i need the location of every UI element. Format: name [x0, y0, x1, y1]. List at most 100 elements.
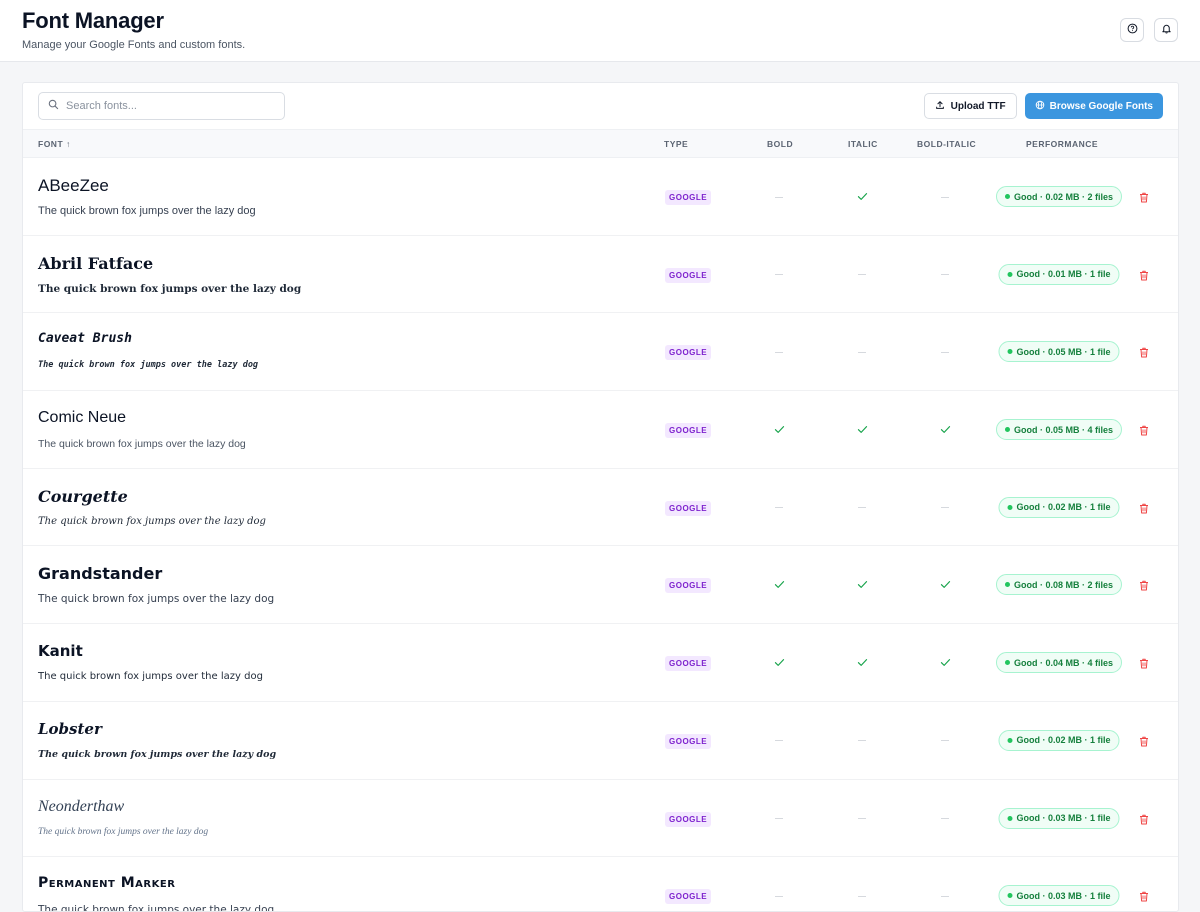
italic-status [854, 422, 870, 438]
bold-status [771, 500, 787, 516]
performance-badge: Good · 0.05 MB · 4 files [995, 419, 1123, 441]
header-actions [1120, 18, 1178, 42]
performance-badge: Good · 0.01 MB · 1 file [998, 263, 1120, 285]
toolbar-actions: Upload TTF Browse Google Fonts [923, 93, 1163, 119]
fonts-toolbar: Upload TTF Browse Google Fonts [23, 83, 1178, 129]
font-list: ABeeZee The quick brown fox jumps over th… [23, 158, 1178, 911]
delete-font-button[interactable] [1139, 889, 1149, 907]
bold-status [771, 577, 787, 593]
table-header: FONT ↑ TYPE BOLD ITALIC BOLD-ITALIC PERF… [23, 129, 1178, 158]
table-row[interactable]: Lobster The quick brown fox jumps over th… [23, 702, 1178, 780]
unavailable-dash [775, 507, 783, 509]
trash-icon [1139, 268, 1149, 285]
trash-icon [1139, 190, 1149, 207]
type-badge: GOOGLE [665, 267, 712, 283]
bold-italic-status [937, 267, 953, 283]
italic-status [854, 888, 870, 904]
unavailable-dash [775, 818, 783, 819]
performance-badge: Good · 0.02 MB · 2 files [995, 186, 1123, 207]
delete-font-button[interactable] [1139, 656, 1149, 674]
font-sample: The quick brown fox jumps over the lazy … [38, 282, 302, 295]
delete-font-button[interactable] [1139, 734, 1149, 752]
delete-font-button[interactable] [1139, 812, 1149, 830]
check-icon [940, 654, 951, 672]
table-row[interactable]: Courgette The quick brown fox jumps over … [23, 469, 1178, 547]
search-box[interactable] [38, 92, 285, 120]
unavailable-dash [858, 740, 866, 742]
delete-font-button[interactable] [1139, 268, 1149, 286]
status-dot [1007, 504, 1013, 510]
column-header-type: TYPE [664, 139, 689, 149]
search-input[interactable] [66, 100, 266, 112]
column-header-font[interactable]: FONT ↑ [38, 139, 71, 149]
font-name: Caveat Brush [38, 331, 132, 347]
font-name: Permanent Marker [38, 875, 176, 892]
table-row[interactable]: Kanit The quick brown fox jumps over the … [23, 624, 1178, 702]
performance-text: Good · 0.08 MB · 2 files [1013, 579, 1114, 590]
font-sample: The quick brown fox jumps over the lazy … [38, 438, 246, 451]
trash-icon [1139, 889, 1149, 906]
bold-italic-status [937, 577, 953, 593]
unavailable-dash [858, 351, 866, 353]
type-badge: GOOGLE [665, 811, 712, 827]
trash-icon [1139, 345, 1149, 362]
table-row[interactable]: Abril Fatface The quick brown fox jumps o… [23, 236, 1178, 314]
unavailable-dash [775, 274, 783, 276]
fonts-card: Upload TTF Browse Google Fonts FONT ↑ TY… [22, 82, 1179, 912]
type-badge: GOOGLE [665, 500, 712, 516]
unavailable-dash [858, 507, 866, 509]
trash-icon [1139, 812, 1149, 829]
italic-status [854, 189, 870, 205]
upload-ttf-button[interactable]: Upload TTF [923, 93, 1017, 119]
notifications-button[interactable] [1154, 18, 1178, 42]
table-row[interactable]: Neonderthaw The quick brown fox jumps ove… [23, 780, 1178, 858]
font-name: Courgette [38, 486, 128, 506]
table-row[interactable]: Caveat Brush The quick brown fox jumps ov… [23, 313, 1178, 392]
performance-text: Good · 0.04 MB · 4 files [1013, 657, 1114, 668]
bold-italic-status [937, 500, 953, 516]
bell-icon [1161, 21, 1172, 39]
delete-font-button[interactable] [1139, 345, 1149, 363]
delete-font-button[interactable] [1139, 501, 1149, 519]
column-header-bold-italic: BOLD-ITALIC [917, 139, 977, 149]
delete-font-button[interactable] [1139, 578, 1149, 596]
type-badge: GOOGLE [665, 889, 712, 905]
performance-text: Good · 0.05 MB · 4 files [1013, 424, 1114, 435]
bold-status [771, 344, 787, 360]
unavailable-dash [941, 740, 949, 742]
italic-status [854, 811, 870, 827]
status-dot [1004, 194, 1010, 199]
help-button[interactable] [1120, 18, 1144, 42]
unavailable-dash [858, 818, 866, 819]
italic-status [854, 577, 870, 593]
table-row[interactable]: Permanent Marker The quick brown fox jump… [23, 857, 1178, 911]
font-name: Lobster [38, 719, 102, 738]
trash-icon [1139, 578, 1149, 595]
check-icon [857, 576, 868, 594]
table-row[interactable]: Grandstander The quick brown fox jumps ov… [23, 546, 1178, 625]
bold-italic-status [937, 733, 953, 749]
browse-google-fonts-button[interactable]: Browse Google Fonts [1024, 93, 1163, 119]
page-header: Font Manager Manage your Google Fonts an… [0, 0, 1200, 62]
font-name: ABeeZee [38, 176, 109, 195]
performance-badge: Good · 0.04 MB · 4 files [995, 652, 1123, 674]
performance-text: Good · 0.02 MB · 1 file [1016, 502, 1111, 513]
unavailable-dash [941, 507, 949, 509]
table-row[interactable]: ABeeZee The quick brown fox jumps over th… [23, 158, 1178, 236]
unavailable-dash [941, 351, 949, 353]
trash-icon [1139, 734, 1149, 751]
italic-status [854, 733, 870, 749]
delete-font-button[interactable] [1139, 423, 1149, 441]
performance-text: Good · 0.01 MB · 1 file [1016, 269, 1111, 280]
check-icon [857, 188, 868, 206]
delete-font-button[interactable] [1139, 190, 1149, 208]
status-dot [1004, 660, 1010, 666]
status-dot [1007, 815, 1013, 821]
status-dot [1004, 582, 1010, 588]
help-circle-icon [1127, 21, 1138, 39]
bold-italic-status [937, 888, 953, 904]
table-row[interactable]: Comic Neue The quick brown fox jumps over… [23, 391, 1178, 469]
bold-status [771, 888, 787, 904]
performance-badge: Good · 0.05 MB · 1 file [998, 341, 1120, 363]
search-icon [48, 97, 59, 115]
